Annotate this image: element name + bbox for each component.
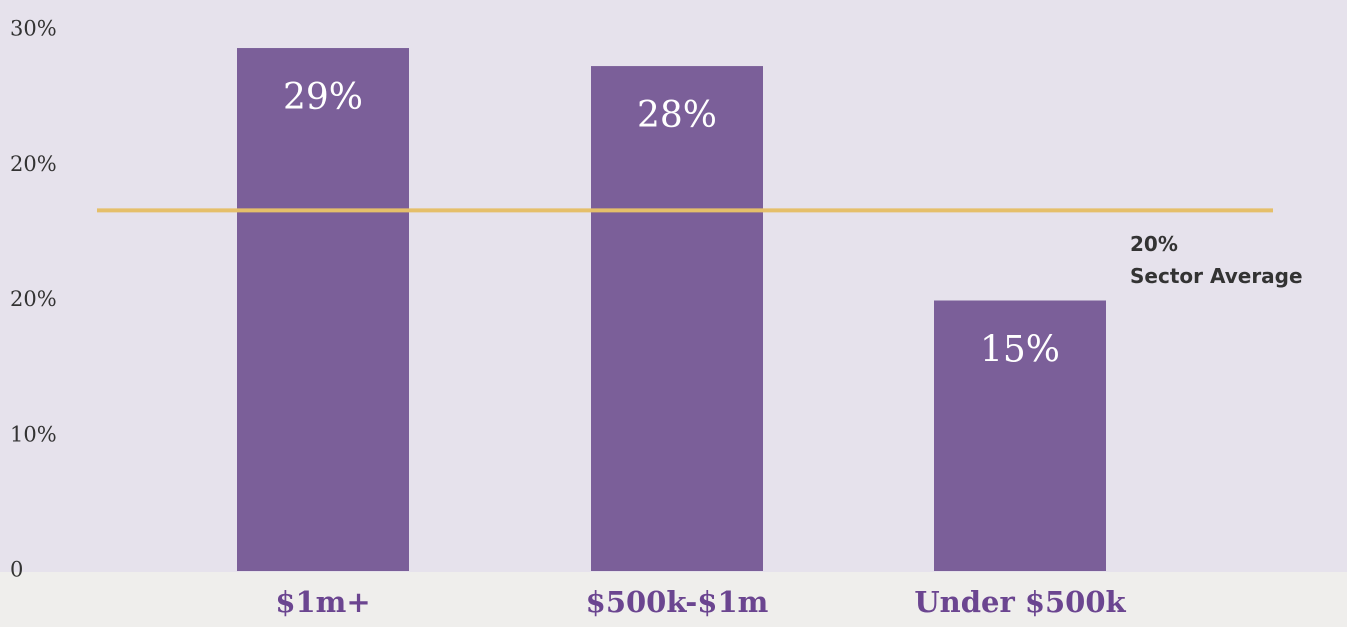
value-label: 15% <box>980 330 1060 371</box>
x-tick-label: $500k-$1m <box>586 585 769 619</box>
value-label: 28% <box>637 95 717 136</box>
x-tick-label: Under $500k <box>914 585 1126 619</box>
bar <box>237 48 409 572</box>
value-label: 29% <box>283 77 363 118</box>
reference-value: 20% <box>1130 232 1178 256</box>
y-axis-label: 10% <box>10 422 57 446</box>
bar <box>934 300 1106 571</box>
y-axis-label: 0 <box>10 558 23 582</box>
x-tick-label: $1m+ <box>275 585 370 619</box>
reference-text: Sector Average <box>1130 264 1303 288</box>
y-axis-label: 20% <box>10 287 57 311</box>
y-axis-label: 20% <box>10 152 57 176</box>
category-band <box>0 572 1347 627</box>
y-axis-label: 30% <box>10 17 57 41</box>
bar <box>591 66 763 572</box>
